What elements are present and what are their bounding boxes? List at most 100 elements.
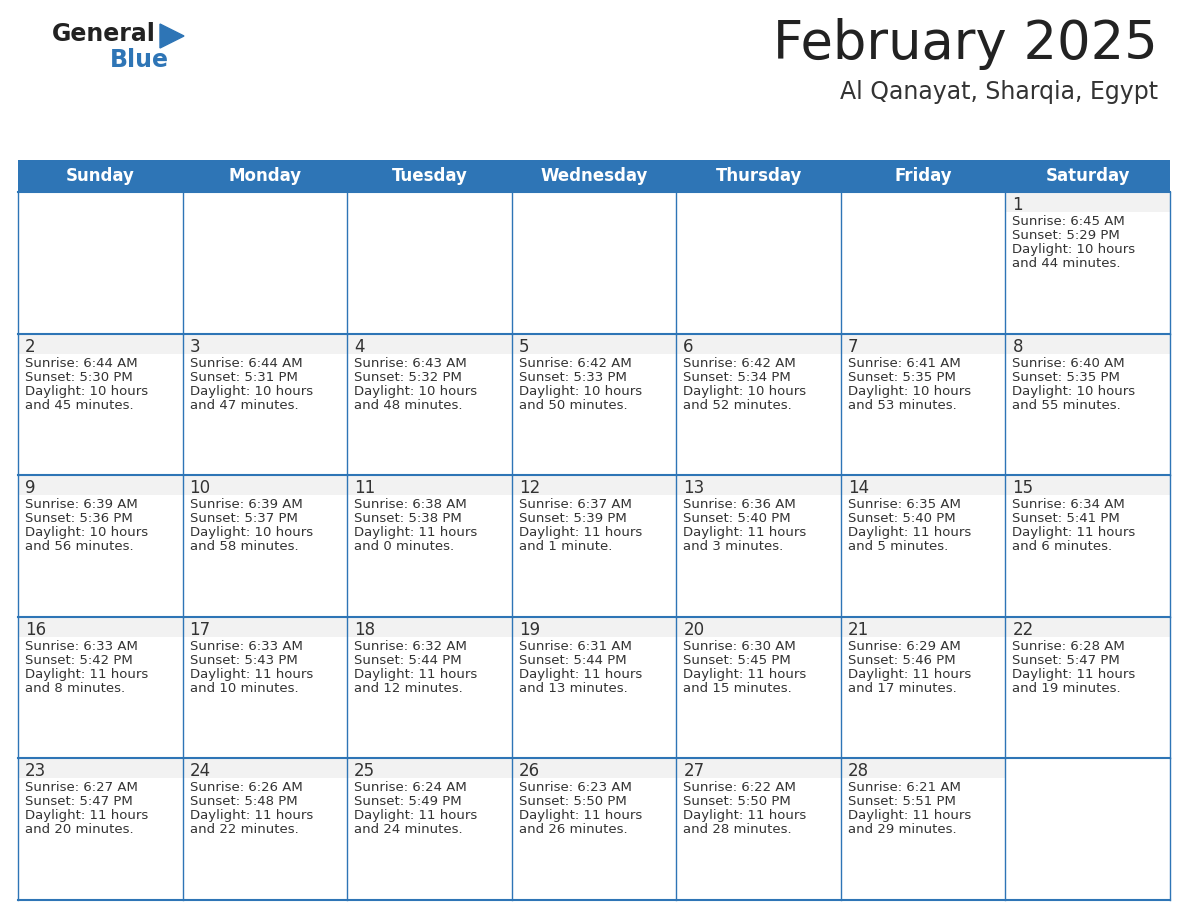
Text: Sunrise: 6:28 AM: Sunrise: 6:28 AM [1012,640,1125,653]
Text: and 48 minutes.: and 48 minutes. [354,398,462,411]
Text: Sunrise: 6:45 AM: Sunrise: 6:45 AM [1012,215,1125,228]
Text: Sunrise: 6:29 AM: Sunrise: 6:29 AM [848,640,961,653]
Text: Sunset: 5:44 PM: Sunset: 5:44 PM [354,654,462,666]
Text: Sunrise: 6:43 AM: Sunrise: 6:43 AM [354,356,467,370]
Text: Sunrise: 6:23 AM: Sunrise: 6:23 AM [519,781,632,794]
Text: Sunrise: 6:42 AM: Sunrise: 6:42 AM [683,356,796,370]
Text: 7: 7 [848,338,859,355]
Text: Sunrise: 6:44 AM: Sunrise: 6:44 AM [190,356,302,370]
Text: Sunset: 5:50 PM: Sunset: 5:50 PM [519,795,626,809]
Text: Daylight: 11 hours: Daylight: 11 hours [1012,526,1136,539]
Text: Sunrise: 6:33 AM: Sunrise: 6:33 AM [190,640,303,653]
Text: Sunrise: 6:36 AM: Sunrise: 6:36 AM [683,498,796,511]
Text: and 15 minutes.: and 15 minutes. [683,682,792,695]
Text: Sunrise: 6:35 AM: Sunrise: 6:35 AM [848,498,961,511]
Bar [676,617,841,637]
Bar [18,476,1170,617]
Text: Sunrise: 6:37 AM: Sunrise: 6:37 AM [519,498,632,511]
Polygon shape [160,24,184,48]
Text: and 0 minutes.: and 0 minutes. [354,540,454,554]
Text: Sunrise: 6:27 AM: Sunrise: 6:27 AM [25,781,138,794]
Text: 27: 27 [683,763,704,780]
Bar [676,476,841,495]
Text: Daylight: 11 hours: Daylight: 11 hours [354,810,478,823]
Text: Friday: Friday [895,167,952,185]
Text: and 6 minutes.: and 6 minutes. [1012,540,1112,554]
Bar [347,476,512,495]
Text: and 12 minutes.: and 12 minutes. [354,682,463,695]
Bar [18,758,183,778]
Bar [512,758,676,778]
Text: Blue: Blue [110,48,169,72]
Text: 15: 15 [1012,479,1034,498]
Text: Sunset: 5:51 PM: Sunset: 5:51 PM [848,795,955,809]
Bar [18,617,183,637]
Text: Sunrise: 6:33 AM: Sunrise: 6:33 AM [25,640,138,653]
Text: and 47 minutes.: and 47 minutes. [190,398,298,411]
Bar [183,476,347,495]
Bar [18,160,1170,192]
Text: and 44 minutes.: and 44 minutes. [1012,257,1121,270]
Text: Sunset: 5:49 PM: Sunset: 5:49 PM [354,795,462,809]
Text: Daylight: 10 hours: Daylight: 10 hours [683,385,807,397]
Text: Sunset: 5:40 PM: Sunset: 5:40 PM [848,512,955,525]
Text: Sunrise: 6:22 AM: Sunrise: 6:22 AM [683,781,796,794]
Text: and 17 minutes.: and 17 minutes. [848,682,956,695]
Bar [18,476,183,495]
Text: and 55 minutes.: and 55 minutes. [1012,398,1121,411]
Bar [18,617,1170,758]
Text: and 5 minutes.: and 5 minutes. [848,540,948,554]
Text: Daylight: 11 hours: Daylight: 11 hours [1012,667,1136,681]
Text: 26: 26 [519,763,539,780]
Text: Daylight: 11 hours: Daylight: 11 hours [354,667,478,681]
Text: Sunset: 5:44 PM: Sunset: 5:44 PM [519,654,626,666]
Text: 20: 20 [683,621,704,639]
Text: Daylight: 11 hours: Daylight: 11 hours [848,810,971,823]
Text: Sunrise: 6:44 AM: Sunrise: 6:44 AM [25,356,138,370]
Text: 12: 12 [519,479,541,498]
Bar [347,758,512,778]
Text: Sunset: 5:42 PM: Sunset: 5:42 PM [25,654,133,666]
Text: 17: 17 [190,621,210,639]
Text: Sunrise: 6:31 AM: Sunrise: 6:31 AM [519,640,632,653]
Text: Sunday: Sunday [65,167,134,185]
Bar [841,333,1005,353]
Bar [183,617,347,637]
Text: and 1 minute.: and 1 minute. [519,540,612,554]
Text: 18: 18 [354,621,375,639]
Text: Sunset: 5:41 PM: Sunset: 5:41 PM [1012,512,1120,525]
Text: Sunset: 5:35 PM: Sunset: 5:35 PM [1012,371,1120,384]
Text: Daylight: 11 hours: Daylight: 11 hours [25,667,148,681]
Text: Sunset: 5:48 PM: Sunset: 5:48 PM [190,795,297,809]
Text: Sunset: 5:33 PM: Sunset: 5:33 PM [519,371,626,384]
Bar [1005,617,1170,637]
Bar [1005,333,1170,353]
Text: Sunrise: 6:40 AM: Sunrise: 6:40 AM [1012,356,1125,370]
Text: 10: 10 [190,479,210,498]
Text: Daylight: 10 hours: Daylight: 10 hours [848,385,971,397]
Text: Sunset: 5:50 PM: Sunset: 5:50 PM [683,795,791,809]
Text: Sunset: 5:47 PM: Sunset: 5:47 PM [1012,654,1120,666]
Text: 2: 2 [25,338,36,355]
Text: Sunset: 5:45 PM: Sunset: 5:45 PM [683,654,791,666]
Text: and 8 minutes.: and 8 minutes. [25,682,125,695]
Bar [841,617,1005,637]
Text: 1: 1 [1012,196,1023,214]
Text: and 56 minutes.: and 56 minutes. [25,540,133,554]
Text: Al Qanayat, Sharqia, Egypt: Al Qanayat, Sharqia, Egypt [840,80,1158,104]
Text: Sunset: 5:32 PM: Sunset: 5:32 PM [354,371,462,384]
Text: 22: 22 [1012,621,1034,639]
Text: 8: 8 [1012,338,1023,355]
Text: Sunset: 5:46 PM: Sunset: 5:46 PM [848,654,955,666]
Text: Daylight: 11 hours: Daylight: 11 hours [519,667,642,681]
Bar [512,476,676,495]
Text: and 52 minutes.: and 52 minutes. [683,398,792,411]
Text: Thursday: Thursday [715,167,802,185]
Text: Sunset: 5:36 PM: Sunset: 5:36 PM [25,512,133,525]
Text: 4: 4 [354,338,365,355]
Text: Sunset: 5:40 PM: Sunset: 5:40 PM [683,512,791,525]
Bar [676,333,841,353]
Text: 14: 14 [848,479,868,498]
Text: and 26 minutes.: and 26 minutes. [519,823,627,836]
Text: Sunset: 5:31 PM: Sunset: 5:31 PM [190,371,297,384]
